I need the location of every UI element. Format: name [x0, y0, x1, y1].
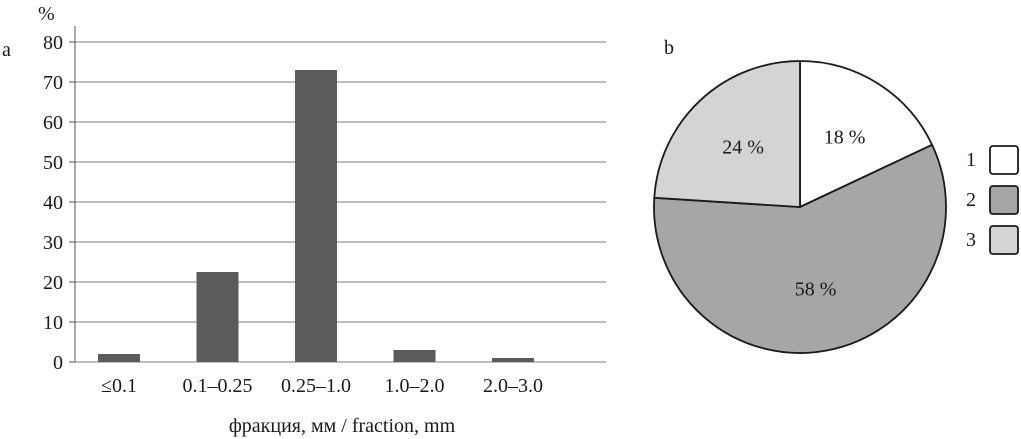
pie-chart: b 18 % 58 % 24 % 1 2 3 [653, 37, 1019, 354]
panel-label-b: b [664, 37, 674, 59]
y-tick-label: 70 [43, 72, 63, 94]
bars [98, 70, 534, 362]
bar [393, 350, 436, 362]
legend-swatch [989, 225, 1019, 255]
y-tick-label: 40 [43, 192, 63, 214]
y-tick-label: 60 [43, 112, 63, 134]
legend-label: 3 [966, 229, 976, 251]
y-tick-label: 20 [43, 272, 63, 294]
bar [98, 354, 140, 362]
bar [295, 70, 337, 362]
pie-slice-label: 58 % [795, 279, 837, 301]
x-tick-labels: ≤0.1 0.1–0.25 0.25–1.0 1.0–2.0 2.0–3.0 [101, 375, 543, 397]
pie-slice [653, 60, 801, 208]
pie-slice-label: 18 % [824, 127, 866, 149]
y-tick-label: 80 [43, 32, 63, 54]
gridlines [69, 41, 606, 363]
y-tick-label: 30 [43, 232, 63, 254]
legend: 1 2 3 [966, 145, 1019, 255]
legend-swatch [989, 145, 1019, 175]
pie-slice-labels: 18 % 58 % 24 % [722, 127, 865, 301]
y-axis-label: % [38, 3, 55, 25]
x-tick-label: ≤0.1 [101, 375, 137, 397]
x-axis-label: фракция, мм / fraction, mm [229, 415, 456, 437]
y-tick-label: 50 [43, 152, 63, 174]
bar [492, 358, 534, 362]
pie-slices [653, 60, 947, 354]
pie-slice [799, 60, 934, 209]
y-tick-label: 0 [53, 352, 63, 374]
x-tick-label: 0.1–0.25 [183, 375, 253, 397]
pie-slice-label: 24 % [722, 136, 764, 158]
bar [196, 272, 239, 362]
bar-chart: a % 0 10 20 30 40 50 60 70 80 ≤0.1 0.1–0.25 0.25–1… [2, 3, 606, 437]
panel-label-a: a [2, 39, 11, 61]
x-tick-label: 1.0–2.0 [385, 375, 445, 397]
x-tick-label: 0.25–1.0 [281, 375, 351, 397]
y-tick-label: 10 [43, 312, 63, 334]
legend-label: 2 [966, 189, 976, 211]
pie-slice [653, 143, 947, 354]
x-tick-label: 2.0–3.0 [483, 375, 543, 397]
legend-label: 1 [966, 149, 976, 171]
legend-swatch [989, 185, 1019, 215]
y-tick-labels: 0 10 20 30 40 50 60 70 80 [43, 32, 63, 374]
